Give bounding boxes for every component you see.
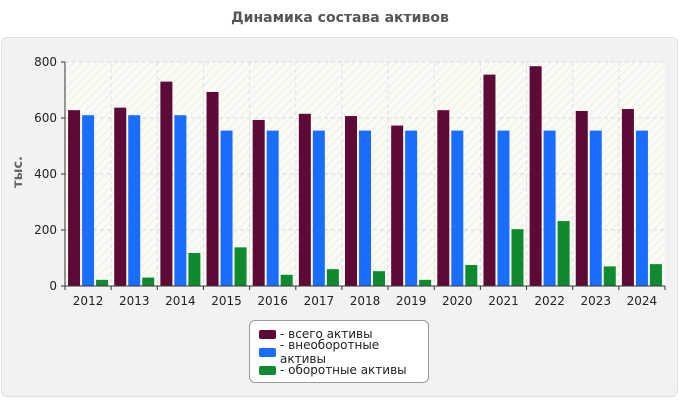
- bar-total-2018: [345, 116, 357, 286]
- y-tick-label: 600: [34, 111, 57, 125]
- bar-noncurrent-2021: [497, 130, 510, 286]
- bar-total-2022: [529, 66, 542, 286]
- bar-total-2017: [298, 113, 311, 286]
- x-tick-label: 2024: [627, 294, 658, 308]
- legend-item-total: - всего активы: [259, 325, 428, 343]
- x-tick-label: 2013: [119, 294, 150, 308]
- bar-total-2024: [621, 109, 634, 286]
- x-tick-label: 2016: [257, 294, 288, 308]
- x-tick-label: 2023: [580, 294, 611, 308]
- x-tick-label: 2015: [211, 294, 242, 308]
- bar-current-2022: [557, 221, 570, 286]
- bar-total-2015: [206, 91, 219, 287]
- bar-noncurrent-2020: [451, 130, 464, 286]
- x-tick-label: 2021: [488, 294, 519, 308]
- legend-swatch-current: [259, 365, 276, 375]
- bar-noncurrent-2012: [82, 115, 95, 286]
- bar-total-2012: [68, 110, 81, 286]
- bar-total-2013: [114, 107, 127, 286]
- bar-current-2018: [373, 271, 385, 286]
- chart-legend: - всего активы - внеоборотные активы - о…: [249, 320, 429, 383]
- x-tick-label: 2012: [73, 294, 104, 308]
- y-tick-label: 400: [34, 167, 57, 181]
- bar-total-2019: [391, 125, 404, 286]
- legend-item-noncurrent: - внеоборотные активы: [259, 338, 428, 366]
- legend-label-current: - оборотные активы: [280, 363, 407, 377]
- legend-label-total: - всего активы: [280, 327, 373, 341]
- bar-noncurrent-2024: [635, 130, 648, 286]
- x-tick-label: 2019: [396, 294, 427, 308]
- bar-noncurrent-2022: [543, 130, 556, 286]
- bar-noncurrent-2019: [405, 130, 418, 286]
- bar-current-2024: [649, 264, 662, 286]
- bar-noncurrent-2013: [128, 115, 141, 286]
- bar-current-2015: [234, 247, 247, 286]
- bar-noncurrent-2016: [266, 130, 279, 286]
- bar-noncurrent-2017: [312, 130, 325, 286]
- bar-noncurrent-2023: [589, 130, 602, 286]
- x-tick-label: 2020: [442, 294, 473, 308]
- x-tick-label: 2017: [304, 294, 335, 308]
- bar-current-2014: [188, 252, 201, 286]
- bar-current-2016: [280, 274, 293, 286]
- bar-current-2013: [142, 277, 155, 286]
- legend-label-noncurrent: - внеоборотные активы: [280, 338, 380, 366]
- y-axis-label: тыс.: [11, 156, 26, 188]
- legend-swatch-total: [259, 329, 276, 339]
- bar-current-2023: [603, 266, 616, 286]
- bar-total-2016: [252, 119, 265, 287]
- bar-noncurrent-2014: [174, 115, 187, 286]
- bar-current-2020: [465, 265, 478, 286]
- x-tick-label: 2018: [350, 294, 381, 308]
- bar-total-2023: [575, 111, 588, 286]
- legend-swatch-noncurrent: [259, 347, 276, 357]
- bar-current-2012: [96, 279, 109, 286]
- bar-noncurrent-2015: [220, 130, 233, 286]
- bar-total-2014: [160, 81, 173, 286]
- bar-current-2017: [326, 269, 339, 286]
- y-tick-label: 0: [49, 279, 57, 293]
- y-tick-label: 200: [34, 223, 57, 237]
- bar-current-2019: [419, 279, 432, 286]
- bar-current-2021: [511, 229, 524, 286]
- y-tick-label: 800: [34, 55, 57, 69]
- x-tick-label: 2014: [165, 294, 196, 308]
- x-tick-label: 2022: [534, 294, 565, 308]
- bar-noncurrent-2018: [359, 130, 371, 286]
- chart-title: Динамика состава активов: [231, 10, 449, 26]
- legend-item-current: - оборотные активы: [259, 361, 428, 379]
- bar-total-2020: [437, 110, 450, 286]
- bar-total-2021: [483, 74, 496, 286]
